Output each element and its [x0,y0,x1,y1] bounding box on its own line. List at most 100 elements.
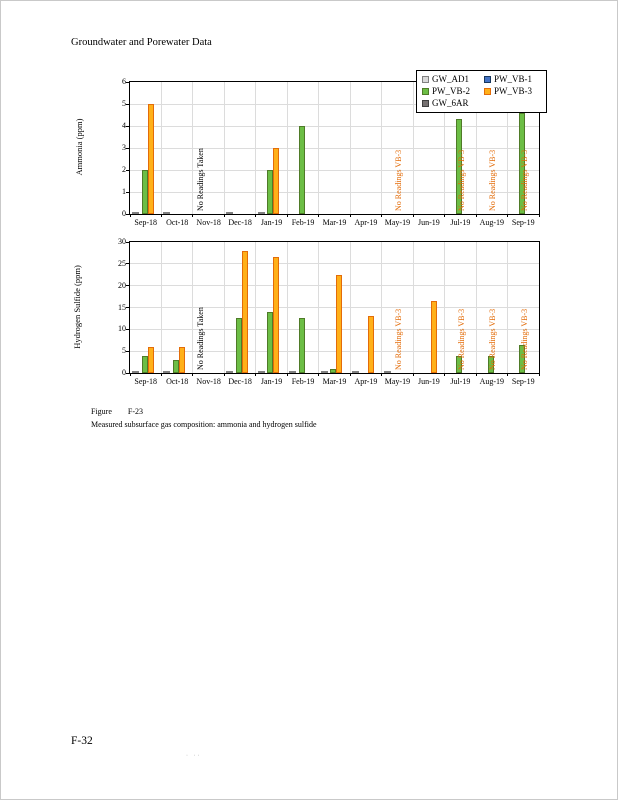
x-tick-label: Sep-18 [134,218,158,227]
y-tick-label: 15 [118,302,126,312]
no-readings-note: No Readings VB-3 [488,149,498,211]
x-tick-label: Jan-19 [260,218,283,227]
bar-GW_AD1-Oct-18 [163,212,171,214]
hydrogen-sulfide-plot-area: 0 5 10 15 20 25 30 Sep-18 Oct-18 Nov-18 Dec-18 Jan-… [118,237,540,386]
gridline-x [381,242,383,373]
gridline-x [255,242,257,373]
bar-PW_VB-2-Feb-19 [298,318,305,373]
x-tick-label: Jul-19 [450,218,471,227]
legend-item-GW_AD1: GW_AD1 [422,73,482,85]
y-tick-label: 5 [122,346,126,356]
y-axis-tick [126,191,130,193]
y-axis-tick [126,285,130,287]
bar-PW_VB-2-Sep-18 [141,355,148,373]
y-axis-tick [126,169,130,171]
y-tick-label: 2 [122,165,126,174]
x-axis-tick [412,214,414,217]
x-axis-tick [129,214,131,217]
bar-GW_AD1-May-19 [383,371,391,373]
gridline-x [223,82,225,214]
y-tick-label: 25 [118,258,126,268]
legend-item-PW_VB-2: PW_VB-2 [422,85,482,97]
bar-PW_VB-3-Sep-18 [147,104,154,214]
x-tick-label: Jun-19 [417,218,440,227]
bar-PW_VB-2-Jul-19 [456,355,463,373]
x-tick-label: Mar-19 [322,377,347,386]
no-readings-note: No Readings VB-3 [519,308,529,370]
page-number: F-32 [71,735,93,747]
gridline-y [130,125,539,127]
legend-item-GW_6AR: GW_6AR [422,97,482,109]
x-axis-tick [255,214,257,217]
y-tick-label: 20 [118,280,126,290]
gridline-y [130,307,539,308]
y-axis-tick [126,103,130,105]
figure-caption-number: F-23 [127,407,144,416]
x-axis-tick [286,214,288,217]
bar-GW_AD1-Sep-18 [132,371,139,373]
gridline-x [412,242,414,373]
y-tick-label: 0 [122,209,126,218]
x-axis-tick [160,214,162,217]
legend-swatch-icon [422,87,429,95]
chart-legend: GW_AD1 PW_VB-1 PW_VB-2 PW_VB-3 GW_6AR [416,70,547,113]
x-tick-label: Jan-19 [260,377,283,386]
legend-label: GW_6AR [432,98,469,108]
y-axis-tick [126,147,130,149]
x-tick-label: Sep-18 [134,377,158,386]
x-tick-label: Oct-18 [166,218,189,227]
x-axis-tick [318,373,320,376]
y-axis-tick [126,307,130,308]
x-axis-tick [286,373,288,376]
gridline-y [130,147,539,149]
legend-swatch-icon [484,87,491,95]
gridline-x [412,82,414,214]
legend-swatch-icon [484,75,491,83]
x-axis-tick [381,373,383,376]
y-tick-label: 6 [122,77,126,86]
bar-GW_AD1-Feb-19 [289,371,297,373]
gridline-y [130,350,539,352]
gridline-x [349,82,351,214]
gridline-y [130,103,539,105]
no-readings-note: No Readings VB-3 [393,308,403,370]
x-tick-label: Aug-19 [479,377,505,386]
bar-GW_AD1-Oct-18 [163,371,171,373]
bar-PW_VB-2-Jan-19 [267,170,274,214]
x-tick-label: Mar-19 [322,218,347,227]
faint-print-artifact: · ·· [186,753,202,759]
bar-PW_VB-2-Sep-18 [141,170,148,214]
figure-caption: Figure F-23 Measured subsurface gas compo… [91,407,317,429]
x-axis-tick [349,214,351,217]
gridline-y [130,328,539,330]
x-axis-tick [538,373,540,376]
hydrogen-sulfide-y-axis-title: Hydrogen Sulfide (ppm) [72,265,82,349]
ammonia-y-axis-title: Ammonia (ppm) [74,118,84,176]
y-tick-label: 1 [122,187,126,196]
bar-PW_VB-2-Jul-19 [456,119,463,214]
x-tick-label: Nov-18 [196,377,221,386]
x-tick-label: Sep-19 [511,218,535,227]
legend-swatch-icon [422,75,429,83]
legend-label: PW_VB-2 [432,86,470,96]
x-axis-tick [223,214,225,217]
bar-GW_AD1-Dec-18 [226,371,234,373]
legend-swatch-icon [422,99,429,107]
y-axis-tick [126,241,130,243]
figure-caption-line1: Figure F-23 [91,407,317,416]
gridline-x [507,82,509,214]
y-axis-tick [126,81,130,83]
bar-GW_AD1-Sep-18 [132,212,139,214]
no-readings-note: No Readings Taken [195,148,205,211]
bar-PW_VB-3-Jan-19 [273,257,280,373]
y-axis-tick [126,263,130,265]
page-header: Groundwater and Porewater Data [71,37,212,48]
gridline-x [381,82,383,214]
no-readings-note: No Readings VB-3 [519,149,529,211]
x-tick-label: May-19 [384,377,411,386]
legend-item-PW_VB-3: PW_VB-3 [484,85,544,97]
gridline-x [507,242,509,373]
x-tick-label: Nov-18 [196,218,221,227]
y-tick-label: 5 [122,99,126,108]
bar-GW_AD1-Mar-19 [320,371,328,373]
